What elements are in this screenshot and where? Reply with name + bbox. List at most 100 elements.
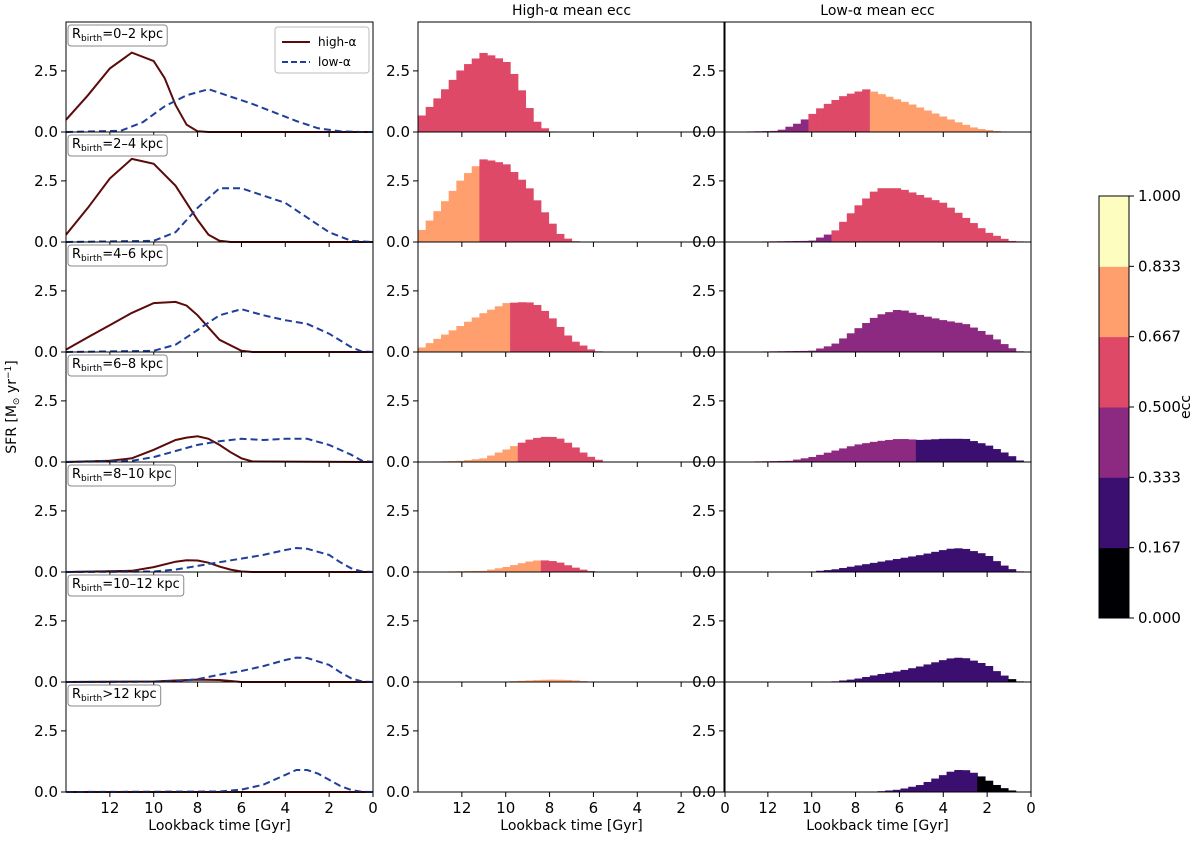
- rbirth-box: [67, 24, 168, 47]
- x-tick-label: 0: [368, 799, 378, 817]
- panel-r2-c2: 0.02.5: [692, 241, 1032, 361]
- histogram-bar: [900, 101, 909, 132]
- histogram-bar: [1000, 344, 1009, 352]
- histogram-bar: [846, 93, 856, 132]
- legend-low-label: low-α: [318, 55, 351, 69]
- histogram-bar: [900, 788, 909, 792]
- histogram-bar: [938, 438, 948, 462]
- histogram-bar: [831, 343, 840, 352]
- rbirth-box: [67, 574, 185, 597]
- panel-r0-c1: 0.0 2.5: [386, 21, 726, 141]
- histogram-bar: [908, 786, 917, 792]
- y-tick-label: 0.0: [34, 563, 58, 581]
- histogram-bar: [563, 335, 573, 352]
- y-tick-label: 2.5: [692, 502, 716, 520]
- histogram-bar: [540, 679, 550, 682]
- histogram-bar: [502, 61, 511, 132]
- histogram-bar: [961, 124, 971, 132]
- histogram-bar: [923, 664, 932, 682]
- histogram-bar: [494, 306, 504, 352]
- rbirth-sub: birth: [81, 144, 102, 154]
- histogram-bar: [533, 680, 542, 682]
- high-alpha-line: [65, 435, 374, 463]
- histogram-bar: [877, 314, 886, 352]
- y-tick-label: 0.0: [386, 563, 410, 581]
- histogram-bar: [525, 439, 534, 462]
- histogram-bar: [487, 160, 496, 242]
- histogram-bar: [471, 459, 480, 462]
- histogram-bar: [563, 442, 573, 462]
- y-tick-label: 0.0: [692, 783, 716, 801]
- y-tick-label: 0.0: [34, 123, 58, 141]
- rbirth-range: =2–4 kpc: [102, 137, 163, 152]
- histogram-bar: [946, 658, 955, 682]
- panel-r4-c1: 0.0 2.5: [386, 461, 726, 581]
- y-tick-label: 2.5: [692, 722, 716, 740]
- histogram-bar: [487, 309, 496, 352]
- histogram-bar: [992, 561, 1001, 572]
- histogram-bar: [862, 198, 871, 242]
- histogram-bar: [510, 302, 519, 352]
- histogram-bar: [908, 439, 917, 462]
- y-label-main: SFR [M: [4, 405, 20, 454]
- histogram-bar: [793, 459, 802, 462]
- histogram-bar: [471, 166, 480, 242]
- rbirth-prefix: R: [72, 357, 81, 372]
- y-tick-label: 2.5: [34, 722, 58, 740]
- x-tick-label: 4: [939, 799, 949, 817]
- histogram-bar: [900, 669, 909, 682]
- histogram-bar: [456, 180, 465, 242]
- y-tick-label: 2.5: [692, 612, 716, 630]
- histogram-bar: [915, 666, 925, 682]
- histogram-bar: [931, 662, 940, 682]
- histogram-bar: [785, 460, 794, 462]
- histogram-bar: [846, 213, 856, 242]
- rbirth-sub: birth: [81, 474, 102, 484]
- colorbar-segment: [1099, 266, 1129, 338]
- histogram-bar: [854, 205, 863, 242]
- histogram-bar: [923, 439, 932, 462]
- y-tick-label: 2.5: [692, 282, 716, 300]
- histogram-bar: [885, 96, 894, 132]
- high-alpha-line: [65, 157, 373, 243]
- histogram-bar: [892, 439, 902, 462]
- histogram-bar: [877, 440, 886, 462]
- colorbar-tick-label: 0.667: [1138, 328, 1181, 346]
- histogram-bar: [854, 678, 863, 682]
- rbirth-label: Rbirth=6–8 kpc: [72, 357, 163, 374]
- histogram-bar: [479, 313, 488, 352]
- panel-frame: [417, 681, 726, 793]
- histogram-bar: [923, 553, 932, 572]
- histogram-bar: [571, 567, 580, 572]
- histogram-bar: [823, 234, 833, 242]
- legend-frame: [274, 26, 370, 74]
- histogram-bar: [839, 680, 848, 682]
- histogram-bar: [425, 220, 434, 242]
- histogram-bar: [1000, 452, 1009, 462]
- y-tick-label: 2.5: [692, 62, 716, 80]
- histogram-bar: [869, 562, 879, 572]
- histogram-bar: [502, 303, 511, 352]
- histogram-bar: [900, 439, 909, 462]
- histogram-bar: [556, 562, 565, 572]
- rbirth-label: Rbirth=4–6 kpc: [72, 247, 163, 264]
- y-tick-label: 0.0: [386, 673, 410, 691]
- histogram-bar: [556, 438, 565, 462]
- histogram-bar: [525, 302, 534, 352]
- histogram-bar: [540, 310, 550, 352]
- histogram-bar: [808, 240, 817, 242]
- panel-r6-c1: 0.0 2.5 12 10 8 6 4 2 0: [386, 681, 730, 817]
- histogram-bar: [954, 657, 963, 682]
- histogram-bar: [938, 320, 948, 352]
- histogram-bar: [502, 164, 511, 242]
- x-axis-label-col2: Lookback time [Gyr]: [500, 818, 642, 834]
- histogram-bar: [479, 52, 488, 133]
- histogram-bar: [563, 565, 573, 572]
- histogram-bar: [938, 775, 948, 792]
- colorbar-tick-label: 0.500: [1138, 398, 1181, 416]
- histogram-bar: [969, 551, 978, 572]
- panel-frame: [417, 461, 726, 573]
- histogram-bar: [977, 663, 986, 682]
- histogram-bar: [862, 443, 871, 462]
